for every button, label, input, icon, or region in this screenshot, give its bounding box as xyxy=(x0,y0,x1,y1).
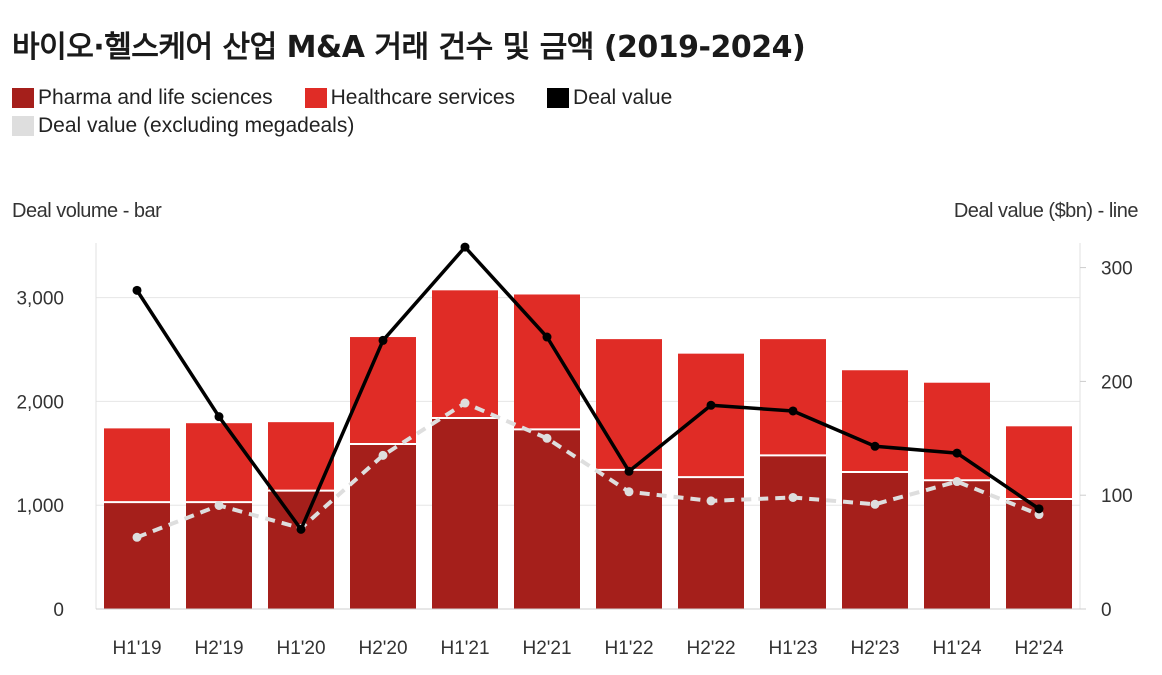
x-tick-label-7: H2'22 xyxy=(686,638,735,659)
x-tick-label-5: H2'21 xyxy=(522,638,571,659)
legend-swatch-deal-value-ex xyxy=(12,116,34,136)
bar-healthcare-5 xyxy=(514,294,580,430)
left-tick-label-2000: 2,000 xyxy=(16,392,64,413)
series-point-2-11 xyxy=(1034,504,1044,514)
legend-label-deal-value-ex: Deal value (excluding megadeals) xyxy=(38,114,355,137)
right-axis-title: Deal value ($bn) - line xyxy=(953,200,1139,222)
series-point-3-8 xyxy=(788,492,798,502)
legend-row-2: Deal value (excluding megadeals) xyxy=(12,112,912,140)
left-axis-title: Deal volume - bar xyxy=(12,200,162,222)
legend-item-deal-value: Deal value xyxy=(547,86,672,110)
x-tick-label-2: H1'20 xyxy=(276,638,325,659)
bar-pharma-2 xyxy=(268,490,334,609)
series-point-3-7 xyxy=(706,496,716,506)
series-point-3-4 xyxy=(460,398,470,408)
bar-pharma-1 xyxy=(186,502,252,609)
series-point-3-3 xyxy=(378,450,388,460)
legend-item-deal-value-ex: Deal value (excluding megadeals) xyxy=(12,114,354,138)
bar-pharma-10 xyxy=(924,480,990,609)
bar-healthcare-9 xyxy=(842,370,908,472)
right-tick-label-100: 100 xyxy=(1101,486,1133,507)
legend-swatch-healthcare xyxy=(304,88,327,108)
bar-pharma-8 xyxy=(760,455,826,609)
x-tick-label-8: H1'23 xyxy=(768,638,817,659)
left-tick-label-1000: 1,000 xyxy=(16,496,64,517)
series-point-2-5 xyxy=(542,332,552,342)
series-point-2-7 xyxy=(706,400,716,410)
chart-title: 바이오·헬스케어 산업 M&A 거래 건수 및 금액 (2019-2024) xyxy=(12,30,806,65)
x-tick-label-0: H1'19 xyxy=(112,638,161,659)
series-point-2-2 xyxy=(296,524,306,534)
series-point-2-4 xyxy=(460,242,470,252)
bar-healthcare-4 xyxy=(432,290,498,419)
bar-healthcare-11 xyxy=(1006,426,1072,499)
bar-pharma-9 xyxy=(842,471,908,609)
legend: Pharma and life sciences Healthcare serv… xyxy=(12,84,912,140)
bar-pharma-3 xyxy=(350,443,416,609)
series-point-3-5 xyxy=(542,433,552,443)
bar-healthcare-0 xyxy=(104,428,170,503)
bar-healthcare-10 xyxy=(924,382,990,481)
series-point-3-6 xyxy=(624,487,634,497)
bar-pharma-5 xyxy=(514,429,580,609)
series-point-2-0 xyxy=(132,285,142,295)
x-tick-label-3: H2'20 xyxy=(358,638,407,659)
legend-label-healthcare: Healthcare services xyxy=(330,86,516,109)
bar-pharma-4 xyxy=(432,418,498,609)
series-point-2-9 xyxy=(870,441,880,451)
legend-label-pharma: Pharma and life sciences xyxy=(38,86,273,109)
bar-healthcare-8 xyxy=(760,339,826,456)
series-point-2-10 xyxy=(952,448,962,458)
series-line-3 xyxy=(136,401,1040,540)
series-point-2-1 xyxy=(214,412,224,422)
bar-healthcare-1 xyxy=(186,423,252,503)
x-tick-label-1: H2'19 xyxy=(194,638,243,659)
bar-pharma-0 xyxy=(104,502,170,609)
series-point-3-9 xyxy=(870,499,880,509)
x-tick-label-11: H2'24 xyxy=(1014,638,1063,659)
legend-item-healthcare: Healthcare services xyxy=(304,86,516,110)
x-tick-label-6: H1'22 xyxy=(604,638,653,659)
bar-healthcare-6 xyxy=(596,339,662,470)
x-tick-label-10: H1'24 xyxy=(932,638,981,659)
right-tick-label-0: 0 xyxy=(1101,600,1112,621)
series-point-2-8 xyxy=(788,406,798,416)
x-tick-label-9: H2'23 xyxy=(850,638,899,659)
legend-swatch-pharma xyxy=(12,88,34,108)
series-line-2 xyxy=(135,245,1040,532)
legend-item-pharma: Pharma and life sciences xyxy=(12,86,273,110)
right-tick-label-200: 200 xyxy=(1101,372,1133,393)
right-tick-label-300: 300 xyxy=(1101,259,1133,280)
legend-row-1: Pharma and life sciences Healthcare serv… xyxy=(12,84,912,112)
series-point-3-0 xyxy=(132,532,142,542)
left-tick-label-3000: 3,000 xyxy=(16,289,64,310)
series-point-2-3 xyxy=(378,335,388,345)
left-tick-label-0: 0 xyxy=(53,600,64,621)
bar-healthcare-7 xyxy=(678,353,744,478)
series-point-3-1 xyxy=(214,500,224,510)
x-tick-label-4: H1'21 xyxy=(440,638,489,659)
legend-label-deal-value: Deal value xyxy=(573,86,673,109)
legend-swatch-deal-value xyxy=(547,88,570,108)
series-point-2-6 xyxy=(624,466,634,476)
series-point-3-10 xyxy=(952,477,962,487)
